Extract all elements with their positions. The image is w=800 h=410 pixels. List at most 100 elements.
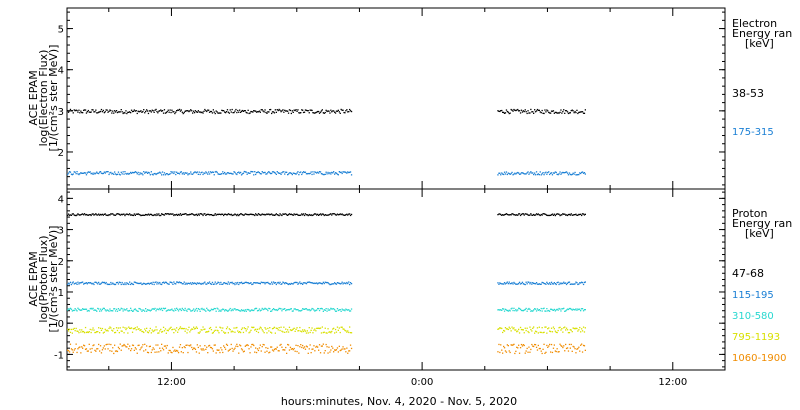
data-point bbox=[512, 174, 514, 176]
data-point bbox=[530, 348, 532, 351]
data-point bbox=[114, 332, 116, 334]
data-point bbox=[176, 327, 178, 329]
data-point bbox=[140, 329, 142, 331]
data-point bbox=[538, 347, 540, 350]
data-point bbox=[159, 281, 161, 284]
data-point bbox=[239, 213, 241, 216]
data-point bbox=[131, 171, 134, 174]
data-point bbox=[499, 213, 501, 215]
data-point bbox=[275, 309, 277, 311]
data-point bbox=[224, 348, 227, 350]
data-point bbox=[288, 109, 291, 111]
data-point bbox=[241, 349, 244, 351]
data-point bbox=[114, 214, 117, 216]
data-point bbox=[91, 308, 93, 310]
data-point bbox=[223, 282, 225, 284]
data-point bbox=[230, 310, 232, 312]
data-point bbox=[558, 351, 560, 353]
data-point bbox=[249, 112, 251, 114]
data-point bbox=[193, 310, 196, 312]
data-point bbox=[246, 112, 248, 114]
y-axis-label-line: [1/(cm²s ster MeV)] bbox=[47, 45, 60, 152]
data-point bbox=[72, 281, 74, 283]
data-point bbox=[222, 171, 224, 173]
data-point bbox=[252, 309, 254, 312]
data-point bbox=[137, 171, 139, 174]
data-point bbox=[279, 109, 281, 111]
data-point bbox=[228, 213, 230, 215]
data-point bbox=[67, 214, 69, 217]
data-point bbox=[518, 172, 520, 174]
data-point bbox=[126, 308, 128, 310]
data-point bbox=[575, 174, 577, 176]
y-axis-label-line: log(Proton Flux) bbox=[37, 235, 50, 322]
data-point bbox=[205, 310, 207, 312]
data-point bbox=[78, 109, 80, 111]
data-point bbox=[306, 309, 308, 311]
data-point bbox=[334, 282, 336, 284]
data-point bbox=[68, 328, 71, 330]
data-point bbox=[220, 214, 222, 216]
data-point bbox=[340, 326, 342, 328]
data-point bbox=[273, 171, 276, 174]
data-point bbox=[337, 282, 339, 284]
data-point bbox=[337, 174, 339, 176]
data-point bbox=[280, 173, 282, 175]
data-point bbox=[287, 112, 290, 114]
data-point bbox=[200, 111, 202, 114]
data-point bbox=[76, 171, 78, 173]
data-point bbox=[202, 309, 204, 311]
series-795-1193 bbox=[67, 326, 586, 334]
data-point bbox=[128, 348, 130, 350]
data-point bbox=[543, 343, 545, 345]
data-point bbox=[111, 173, 113, 175]
data-point bbox=[569, 112, 571, 114]
data-point bbox=[146, 327, 148, 329]
data-point bbox=[245, 330, 247, 332]
data-point bbox=[247, 172, 249, 174]
data-point bbox=[159, 214, 161, 217]
data-point bbox=[157, 214, 159, 216]
data-point bbox=[191, 328, 193, 330]
data-point bbox=[281, 110, 283, 112]
data-point bbox=[508, 326, 510, 328]
data-point bbox=[322, 343, 324, 345]
data-point bbox=[536, 349, 539, 351]
data-point bbox=[116, 350, 119, 353]
data-point bbox=[203, 328, 205, 331]
data-point bbox=[533, 309, 535, 311]
data-point bbox=[287, 110, 289, 112]
series-115-195 bbox=[67, 281, 586, 286]
data-point bbox=[288, 213, 291, 215]
data-point bbox=[213, 283, 215, 285]
data-point bbox=[503, 111, 505, 114]
data-point bbox=[276, 346, 278, 348]
data-point bbox=[321, 345, 323, 347]
data-point bbox=[321, 173, 323, 175]
data-point bbox=[577, 214, 579, 216]
data-point bbox=[548, 111, 550, 114]
data-point bbox=[285, 309, 287, 312]
data-point bbox=[157, 332, 159, 334]
data-point bbox=[286, 282, 288, 284]
data-point bbox=[102, 307, 104, 309]
data-point bbox=[222, 110, 224, 112]
data-point bbox=[121, 308, 123, 310]
data-point bbox=[153, 214, 155, 216]
data-point bbox=[240, 174, 243, 176]
data-point bbox=[200, 213, 202, 215]
data-point bbox=[514, 109, 516, 111]
data-point bbox=[288, 326, 291, 328]
data-point bbox=[204, 213, 206, 215]
data-point bbox=[290, 172, 292, 175]
data-point bbox=[155, 173, 157, 176]
data-point bbox=[568, 307, 571, 310]
data-point bbox=[171, 282, 173, 284]
data-point bbox=[215, 352, 217, 354]
data-point bbox=[231, 173, 233, 175]
data-point bbox=[335, 310, 338, 312]
data-point bbox=[282, 171, 284, 173]
data-point bbox=[187, 308, 189, 310]
data-point bbox=[82, 213, 84, 215]
data-point bbox=[185, 110, 187, 112]
